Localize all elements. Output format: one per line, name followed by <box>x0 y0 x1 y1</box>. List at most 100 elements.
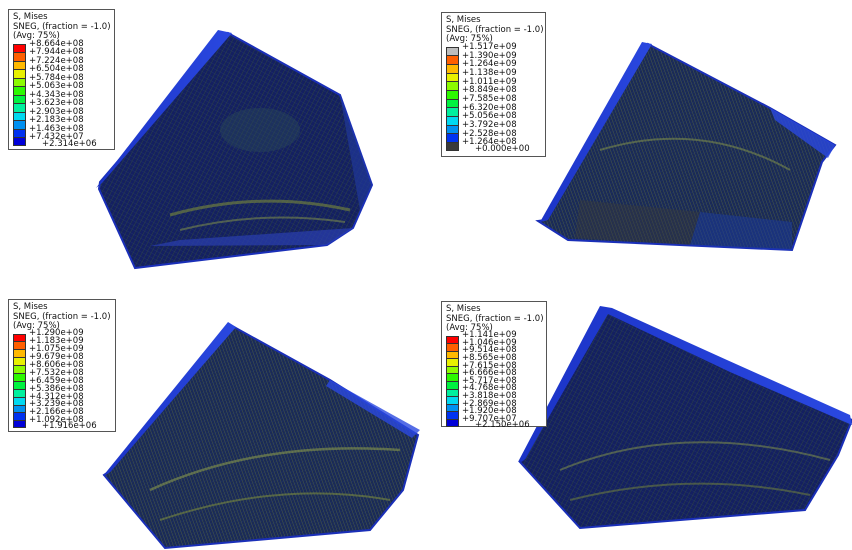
legend-value: +7.585e+08 <box>462 93 517 104</box>
legend-row: +2.903e+08 <box>13 108 110 120</box>
legend-swatch <box>13 86 26 95</box>
legend-swatch <box>13 120 26 129</box>
legend-panel-1: S, Mises SNEG, (fraction = -1.0) (Avg: 75%… <box>8 9 115 150</box>
legend-value: +5.063e+08 <box>29 81 84 92</box>
legend-value: +7.432e+07 <box>29 132 84 143</box>
legend-subtitle: SNEG, (fraction = -1.0) <box>13 311 111 322</box>
legend-row: +0.000e+00 <box>446 145 541 154</box>
legend-swatch <box>446 72 459 82</box>
legend-value: +1.463e+08 <box>29 123 84 134</box>
legend-swatch <box>13 94 26 103</box>
legend-value: +5.386e+08 <box>29 383 84 394</box>
legend-swatch <box>446 46 459 56</box>
legend-value: +1.075e+09 <box>29 344 84 355</box>
legend-value: +4.343e+08 <box>29 89 84 100</box>
legend-swatch <box>446 81 459 90</box>
legend-avg: (Avg: 75%) <box>446 34 493 44</box>
legend-value: +6.504e+08 <box>29 64 84 75</box>
legend-swatch <box>13 103 26 112</box>
legend-row: +1.517e+09 <box>446 43 541 56</box>
legend-value: +4.312e+08 <box>29 391 84 402</box>
legend-row: +2.183e+08 <box>13 116 110 129</box>
legend-value: +3.623e+08 <box>29 98 84 109</box>
legend-row: +4.343e+08 <box>13 91 110 103</box>
legend-row: +3.792e+08 <box>446 121 541 134</box>
legend-swatch <box>446 381 459 389</box>
legend-row: +1.092e+08 <box>13 416 111 429</box>
legend-title: S, Mises <box>446 15 481 25</box>
legend-swatch <box>446 396 459 404</box>
legend-value: +7.532e+08 <box>29 367 84 378</box>
legend-swatch <box>13 341 26 350</box>
legend-value: +7.944e+08 <box>29 47 84 58</box>
legend-subtitle: SNEG, (fraction = -1.0) <box>13 21 111 32</box>
legend-value: +2.528e+08 <box>462 128 517 139</box>
legend-value: +3.792e+08 <box>462 120 517 131</box>
legend-value: +8.606e+08 <box>29 360 84 371</box>
legend-value: +2.869e+08 <box>462 398 517 409</box>
legend-value: +9.679e+08 <box>29 352 84 363</box>
legend-row: +9.707e+07 <box>446 415 542 427</box>
legend-title: S, Mises <box>446 304 481 314</box>
legend-swatch <box>446 365 459 374</box>
legend-value: +1.290e+09 <box>29 328 84 339</box>
legend-swatch <box>13 128 26 137</box>
legend-swatch <box>13 404 26 413</box>
legend-value: +5.056e+08 <box>462 111 517 122</box>
legend-row: +3.818e+08 <box>446 392 542 404</box>
legend-row: +1.141e+09 <box>446 331 542 344</box>
legend-value: +6.459e+08 <box>29 375 84 386</box>
legend-row: +1.011e+09 <box>446 76 541 90</box>
legend-row: +1.046e+09 <box>446 339 542 351</box>
legend-swatch <box>13 69 26 78</box>
legend-avg: (Avg: 75%) <box>446 323 493 333</box>
legend-scale: +8.664e+08 +7.944e+08 +7.224e+08 +6.504e+08… <box>13 40 110 148</box>
legend-swatch <box>446 388 459 397</box>
legend-swatch <box>13 380 26 389</box>
legend-value: +2.903e+08 <box>29 106 84 117</box>
legend-value: +2.150e+06 <box>475 419 530 430</box>
legend-row: +7.615e+08 <box>446 361 542 374</box>
legend-value: +7.224e+08 <box>29 55 84 66</box>
legend-value: +1.011e+09 <box>462 76 517 87</box>
legend-row: +2.869e+08 <box>446 399 542 412</box>
legend-value: +1.264e+08 <box>462 137 517 148</box>
legend-value: +6.320e+08 <box>462 102 517 113</box>
legend-row: +2.166e+08 <box>13 408 111 421</box>
legend-row: +6.459e+08 <box>13 377 111 389</box>
legend-value: +6.666e+08 <box>462 368 517 379</box>
legend-row: +7.532e+08 <box>13 369 111 381</box>
legend-row: +1.075e+09 <box>13 345 111 358</box>
legend-swatch <box>446 63 459 73</box>
legend-swatch <box>446 411 459 420</box>
legend-subtitle: SNEG, (fraction = -1.0) <box>446 24 544 35</box>
legend-title: S, Mises <box>13 302 48 312</box>
legend-row: +4.768e+08 <box>446 384 542 397</box>
legend-swatch <box>446 403 459 412</box>
legend-swatch <box>13 43 26 52</box>
legend-swatch <box>13 357 26 366</box>
legend-swatch <box>13 137 26 146</box>
legend-avg: (Avg: 75%) <box>13 31 60 41</box>
legend-swatch <box>13 372 26 381</box>
legend-swatch <box>446 335 459 344</box>
legend-row: +8.849e+08 <box>446 86 541 99</box>
legend-value: +7.615e+08 <box>462 360 517 371</box>
legend-swatch <box>446 343 459 351</box>
legend-scale: +1.290e+09 +1.183e+09 +1.075e+09 +9.679e+08… <box>13 329 111 430</box>
legend-swatch <box>446 419 459 427</box>
legend-swatch <box>446 107 459 116</box>
legend-row: +6.320e+08 <box>446 102 541 116</box>
legend-row: +6.666e+08 <box>446 369 542 382</box>
legend-swatch <box>446 124 459 134</box>
legend-row: +4.312e+08 <box>13 392 111 405</box>
legend-value: +9.707e+07 <box>462 413 517 424</box>
legend-row: +5.386e+08 <box>13 384 111 397</box>
legend-swatch <box>13 52 26 61</box>
legend-value: +8.849e+08 <box>462 85 517 96</box>
model-view-3 <box>102 322 420 550</box>
legend-scale: +1.517e+09 +1.390e+09 +1.264e+09 +1.138e+09… <box>446 43 541 154</box>
legend-subtitle: SNEG, (fraction = -1.0) <box>446 313 544 324</box>
legend-row: +8.664e+08 <box>13 40 110 52</box>
